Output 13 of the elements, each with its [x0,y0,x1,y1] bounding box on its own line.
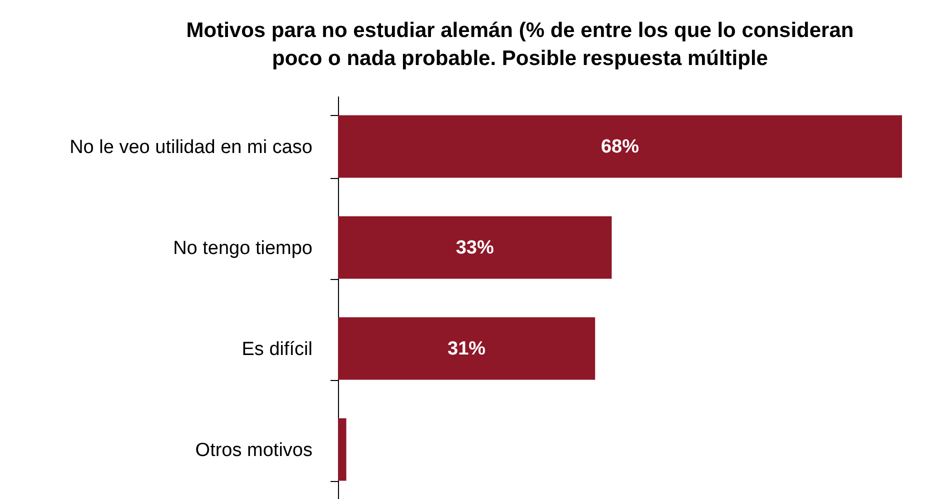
y-tick-label: No tengo tiempo [173,238,312,259]
data-label: 33% [456,238,494,258]
data-label: 68% [600,136,640,158]
y-tick-label: No le veo utilidad en mi caso [70,137,312,158]
y-tick-label: Es difícil [242,339,312,360]
text: poco o nada probable. Posible respuesta múltiple [272,47,768,70]
text: Motivos para no estudiar alemán (% de entre los que lo consideran [186,19,854,42]
bar [338,216,612,279]
bar [338,418,346,481]
bar [338,317,596,380]
y-tick-label: Otros motivos [195,440,312,461]
bar [338,115,902,178]
data-label: 31% [448,338,486,360]
